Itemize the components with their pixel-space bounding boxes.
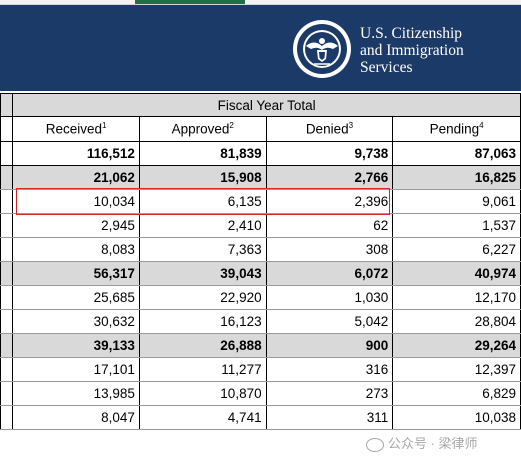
table-cell[interactable]: 87,063 <box>392 141 521 166</box>
row-label-cell[interactable] <box>0 116 14 142</box>
table-cell[interactable]: 8,047 <box>12 405 140 430</box>
agency-name-line-2: and Immigration <box>360 42 464 59</box>
agency-name-line-1: U.S. Citizenship <box>360 25 463 42</box>
row-label-cell[interactable] <box>0 141 14 166</box>
table-cell[interactable]: 29,264 <box>392 333 521 358</box>
column-header-received[interactable]: Received1 <box>12 116 140 142</box>
row-label-cell[interactable] <box>0 285 14 310</box>
watermark: 公众号 · 梁律师 <box>366 433 478 452</box>
table-cell[interactable]: 16,825 <box>392 165 521 190</box>
table-cell[interactable]: 10,038 <box>392 405 521 430</box>
table-row[interactable]: 25,685 22,920 1,030 12,170 <box>0 285 521 310</box>
fiscal-year-table: Fiscal Year Total Received1 Approved2 De… <box>0 93 521 430</box>
highlight-box <box>16 188 390 215</box>
table-cell[interactable]: 6,135 <box>139 189 267 214</box>
table-cell[interactable]: 6,072 <box>266 261 394 286</box>
table-row[interactable]: 8,083 7,363 308 6,227 <box>0 237 521 262</box>
table-row[interactable]: 116,512 81,839 9,738 87,063 <box>0 141 521 166</box>
table-cell[interactable]: 16,123 <box>139 309 267 334</box>
chat-bubble-icon <box>366 437 384 452</box>
table-cell[interactable]: 12,397 <box>392 357 521 382</box>
table-cell[interactable]: 6,227 <box>392 237 521 262</box>
table-cell[interactable]: 4,741 <box>139 405 267 430</box>
table-cell[interactable]: 10,870 <box>139 381 267 406</box>
row-label-cell[interactable] <box>0 333 14 358</box>
table-cell[interactable]: 2,766 <box>266 165 394 190</box>
table-cell[interactable]: 81,839 <box>139 141 267 166</box>
agency-name-line-3: Services <box>360 59 413 76</box>
selected-tab-indicator <box>135 0 245 4</box>
table-row[interactable]: 30,632 16,123 5,042 28,804 <box>0 309 521 334</box>
table-cell[interactable]: 2,396 <box>266 189 394 214</box>
table-cell[interactable]: 39,043 <box>139 261 267 286</box>
row-label-cell[interactable] <box>0 405 14 430</box>
table-cell[interactable]: 26,888 <box>139 333 267 358</box>
table-cell[interactable]: 30,632 <box>12 309 140 334</box>
table-cell[interactable]: 311 <box>266 405 394 430</box>
table-cell[interactable]: 17,101 <box>12 357 140 382</box>
table-cell[interactable]: 273 <box>266 381 394 406</box>
table-cell[interactable]: 15,908 <box>139 165 267 190</box>
row-label-cell[interactable] <box>0 213 14 238</box>
table-cell[interactable]: 7,363 <box>139 237 267 262</box>
row-label-cell[interactable] <box>0 261 14 286</box>
spreadsheet-toolbar-edge <box>0 0 521 5</box>
column-header-pending[interactable]: Pending4 <box>392 116 521 142</box>
table-cell[interactable]: 11,277 <box>139 357 267 382</box>
table-cell[interactable]: 1,030 <box>266 285 394 310</box>
table-cell[interactable]: 56,317 <box>12 261 140 286</box>
table-cell[interactable]: 5,042 <box>266 309 394 334</box>
table-cell[interactable]: 13,985 <box>12 381 140 406</box>
table-row[interactable]: 13,985 10,870 273 6,829 <box>0 381 521 406</box>
table-cell[interactable]: 22,920 <box>139 285 267 310</box>
table-cell[interactable]: 316 <box>266 357 394 382</box>
table-cell[interactable]: 900 <box>266 333 394 358</box>
table-cell[interactable]: 28,804 <box>392 309 521 334</box>
table-cell[interactable]: 6,829 <box>392 381 521 406</box>
table-row[interactable]: 8,047 4,741 311 10,038 <box>0 405 521 430</box>
row-label-cell[interactable] <box>0 357 14 382</box>
table-cell[interactable]: 8,083 <box>12 237 140 262</box>
row-label-cell[interactable] <box>0 165 14 190</box>
table-cell[interactable]: 9,061 <box>392 189 521 214</box>
table-cell[interactable]: 25,685 <box>12 285 140 310</box>
table-row[interactable]: 56,317 39,043 6,072 40,974 <box>0 261 521 286</box>
row-label-cell[interactable] <box>0 381 14 406</box>
row-label-cell[interactable] <box>0 309 14 334</box>
table-cell[interactable]: 116,512 <box>12 141 140 166</box>
table-cell[interactable]: 2,410 <box>139 213 267 238</box>
group-header-fiscal-year-total[interactable]: Fiscal Year Total <box>12 93 521 117</box>
table-cell[interactable]: 1,537 <box>392 213 521 238</box>
table-cell[interactable]: 308 <box>266 237 394 262</box>
table-row[interactable]: 39,133 26,888 900 29,264 <box>0 333 521 358</box>
table-row[interactable]: 10,034 6,135 2,396 9,061 <box>0 189 521 214</box>
uscis-banner: U.S. Citizenship and Immigration Service… <box>0 5 521 91</box>
column-header-approved[interactable]: Approved2 <box>139 116 267 142</box>
table-cell[interactable]: 39,133 <box>12 333 140 358</box>
row-label-cell[interactable] <box>0 93 14 117</box>
table-row[interactable]: 21,062 15,908 2,766 16,825 <box>0 165 521 190</box>
table-cell[interactable]: 10,034 <box>12 189 140 214</box>
row-label-cell[interactable] <box>0 189 14 214</box>
table-row[interactable]: 2,945 2,410 62 1,537 <box>0 213 521 238</box>
table-cell[interactable]: 40,974 <box>392 261 521 286</box>
dhs-seal-icon <box>293 20 351 78</box>
table-row[interactable]: 17,101 11,277 316 12,397 <box>0 357 521 382</box>
table-cell[interactable]: 62 <box>266 213 394 238</box>
table-cell[interactable]: 12,170 <box>392 285 521 310</box>
column-header-denied[interactable]: Denied3 <box>266 116 394 142</box>
table-cell[interactable]: 2,945 <box>12 213 140 238</box>
row-label-cell[interactable] <box>0 237 14 262</box>
table-cell[interactable]: 9,738 <box>266 141 394 166</box>
table-cell[interactable]: 21,062 <box>12 165 140 190</box>
